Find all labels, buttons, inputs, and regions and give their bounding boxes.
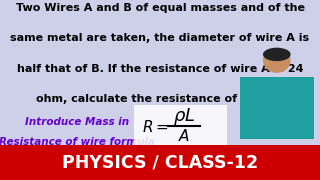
Text: Resistance of wire formula: Resistance of wire formula xyxy=(0,137,155,147)
Ellipse shape xyxy=(263,48,291,73)
Text: half that of B. If the resistance of wire A is 24: half that of B. If the resistance of wir… xyxy=(17,64,303,74)
Text: Introduce Mass in: Introduce Mass in xyxy=(25,117,129,127)
Text: Two Wires A and B of equal masses and of the: Two Wires A and B of equal masses and of… xyxy=(15,3,305,13)
Text: same metal are taken, the diameter of wire A is: same metal are taken, the diameter of wi… xyxy=(11,33,309,43)
Text: $\rho L$: $\rho L$ xyxy=(173,106,195,127)
Bar xyxy=(0,145,320,180)
Text: ohm, calculate the resistance of wire B.: ohm, calculate the resistance of wire B. xyxy=(36,94,284,105)
Text: $R =$: $R =$ xyxy=(142,119,169,135)
Text: $A$: $A$ xyxy=(178,128,190,144)
Bar xyxy=(234,36,320,148)
FancyBboxPatch shape xyxy=(134,105,227,147)
Bar xyxy=(240,77,314,139)
Text: PHYSICS / CLASS-12: PHYSICS / CLASS-12 xyxy=(62,153,258,171)
Ellipse shape xyxy=(263,48,291,61)
